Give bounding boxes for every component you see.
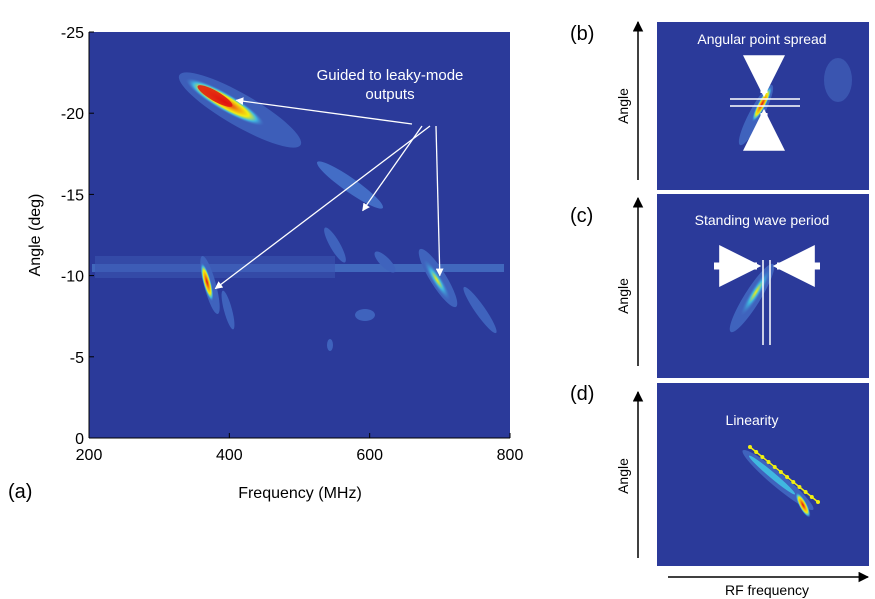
panel-a-ticks: 200 400 600 800 -25 -20 -15 -10 -5 0	[61, 25, 524, 464]
panel-d-streak	[748, 455, 796, 495]
panel-d-label: (d)	[570, 383, 594, 405]
panel-b-title: Angular point spread	[697, 31, 826, 47]
panel-d-ylabel: Angle	[615, 458, 631, 494]
horizontal-band-halo	[95, 256, 335, 278]
linearity-point	[766, 460, 771, 464]
panel-a-label: (a)	[8, 481, 32, 503]
panel-c-title: Standing wave period	[695, 212, 830, 228]
panel-d-linearity-points	[748, 445, 820, 504]
annotation-arrows	[214, 97, 444, 290]
linearity-point	[748, 445, 752, 449]
y-axis-label: Angle (deg)	[27, 194, 44, 277]
x-tick-label: 800	[497, 447, 524, 464]
panel-c-ylabel: Angle	[615, 278, 631, 314]
panel-d-spot	[795, 492, 811, 518]
y-tick-label: -5	[70, 350, 84, 367]
panel-c: Standing wave period (c) Angle	[570, 194, 869, 378]
panel-b-ylabel: Angle	[615, 88, 631, 124]
left-streak	[200, 262, 214, 302]
x-axis-label: Frequency (MHz)	[238, 485, 362, 502]
linearity-point	[809, 495, 814, 499]
x-tick-label: 400	[216, 447, 243, 464]
fragment-4	[221, 290, 235, 330]
fragment-5	[463, 286, 497, 334]
annotation-line-2: outputs	[365, 86, 414, 103]
panel-b-label: (b)	[570, 23, 594, 45]
panel-c-label: (c)	[570, 205, 593, 227]
linearity-point	[797, 485, 802, 489]
y-tick-label: 0	[75, 431, 84, 448]
annotation-arrow	[214, 125, 431, 290]
y-tick-label: -20	[61, 106, 84, 123]
x-tick-label: 600	[356, 447, 383, 464]
middle-streak	[316, 161, 384, 209]
right-streak	[423, 259, 451, 301]
fragment-3	[355, 309, 375, 321]
annotation-arrow	[235, 97, 413, 125]
panel-a-plot-area	[89, 32, 510, 438]
linearity-point	[772, 465, 777, 469]
linearity-point	[754, 450, 759, 454]
fragment-1	[324, 227, 346, 263]
linearity-point	[816, 500, 820, 504]
panel-d-title: Linearity	[726, 412, 779, 428]
y-tick-label: -10	[61, 269, 84, 286]
panel-a: Guided to leaky-mode outputs 200 400 600 80…	[8, 25, 523, 503]
panel-d: Linearity (d) Angle RF frequency	[570, 383, 870, 598]
panel-d-xlabel: RF frequency	[725, 582, 809, 598]
y-tick-label: -15	[61, 187, 84, 204]
linearity-point	[778, 470, 783, 474]
panel-b-faint-spot	[824, 58, 852, 102]
panel-b: Angular point spread (b) Angle	[570, 20, 869, 190]
linearity-point	[785, 475, 790, 479]
annotation-arrow	[435, 125, 444, 277]
y-tick-label: -25	[61, 25, 84, 42]
x-tick-label: 200	[76, 447, 103, 464]
linearity-point	[803, 490, 808, 494]
fragment-6	[327, 339, 333, 351]
fragment-2	[374, 251, 396, 273]
upper-streak-core	[197, 85, 233, 107]
annotation-line-1: Guided to leaky-mode	[317, 67, 464, 84]
linearity-point	[791, 480, 796, 484]
linearity-point	[760, 455, 765, 459]
